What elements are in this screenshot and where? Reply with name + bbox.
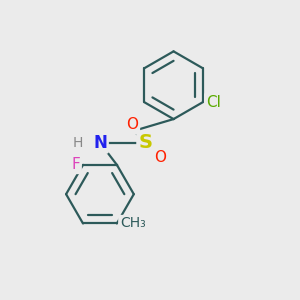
Text: H: H [73, 136, 83, 150]
Text: N: N [93, 134, 107, 152]
Text: O: O [154, 150, 166, 165]
Text: F: F [71, 157, 80, 172]
Text: CH₃: CH₃ [120, 217, 146, 230]
Text: S: S [139, 133, 153, 152]
Text: Cl: Cl [206, 95, 221, 110]
Text: O: O [126, 118, 138, 133]
